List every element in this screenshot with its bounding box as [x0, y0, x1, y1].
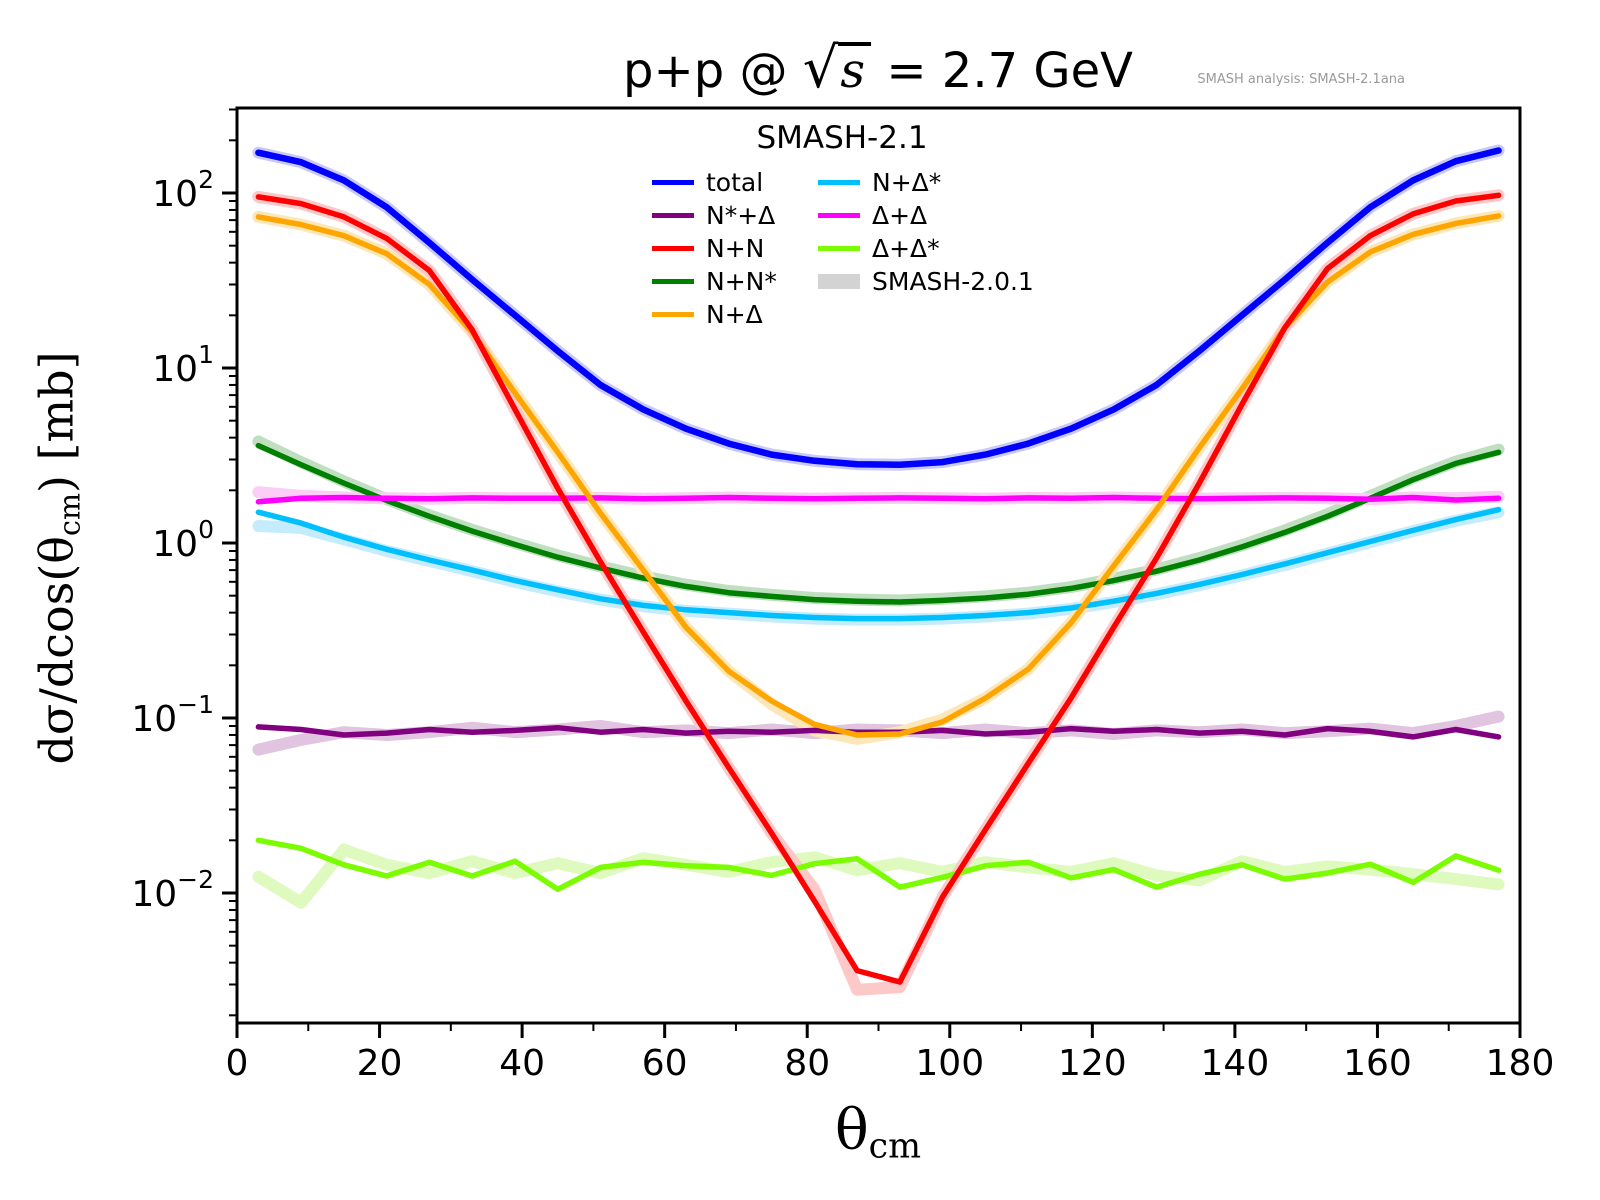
x-tick-label: 80	[784, 1043, 830, 1084]
y-axis-label: dσ/dcos(θcm) [mb]	[29, 351, 87, 765]
legend-item-label: N+Δ*	[872, 168, 942, 197]
legend-item-label: Δ+Δ*	[872, 234, 940, 263]
legend-column-2: N+Δ* Δ+Δ Δ+Δ* SMASH-2.0.1	[818, 166, 1034, 331]
legend-item-n-n-: N+N*	[652, 265, 818, 298]
y-tick-label: 100	[152, 515, 214, 565]
x-tick-label: 60	[642, 1043, 688, 1084]
series-line-N+N	[255, 192, 1502, 985]
x-tick-label: 100	[915, 1043, 984, 1084]
series-line-N+N*	[255, 442, 1502, 605]
sqrt-symbol: √	[802, 36, 839, 101]
legend-line-swatch	[652, 279, 694, 284]
series-line-Δ+Δ	[255, 494, 1502, 505]
legend-line-swatch	[652, 213, 694, 218]
series-line-total	[255, 147, 1502, 468]
legend-item-label: N*+Δ	[706, 201, 776, 230]
legend-line-swatch	[818, 180, 860, 185]
legend-patch-swatch	[818, 274, 860, 289]
title-energy: = 2.7 GeV	[871, 43, 1133, 99]
series-lines-smash-2-1	[255, 147, 1502, 985]
legend-title: SMASH-2.1	[756, 120, 928, 156]
legend-line-swatch	[652, 180, 694, 185]
series-line-N+Δ*	[255, 506, 1502, 622]
legend-item-label: N+N	[706, 234, 765, 263]
x-tick-label: 20	[357, 1043, 403, 1084]
x-axis: 0 20 40 60 80 100 120 140 160 180	[226, 1023, 1555, 1084]
legend-item-label: Δ+Δ	[872, 201, 928, 230]
x-axis-label: θcm	[834, 1098, 922, 1167]
legend-item-label: SMASH-2.0.1	[872, 267, 1034, 296]
legend-line-swatch	[652, 246, 694, 251]
plot-area	[252, 144, 1505, 996]
legend-entries: total N*+Δ N+N N+N* N+Δ N+Δ* Δ+Δ Δ+Δ* SMASH-2.0.…	[652, 166, 1034, 331]
legend-item-n-: N*+Δ	[652, 199, 818, 232]
x-tick-label: 40	[499, 1043, 545, 1084]
x-tick-label: 0	[226, 1043, 249, 1084]
legend: SMASH-2.1 total N*+Δ N+N N+N* N+Δ N+Δ* Δ+Δ Δ+Δ*…	[652, 120, 1034, 331]
legend-item-label: total	[706, 168, 764, 197]
y-tick-label: 102	[152, 165, 214, 215]
y-axis: 102 101 100 10−1 10−2	[131, 108, 237, 1017]
y-tick-label: 10−2	[131, 865, 214, 915]
legend-line-swatch	[818, 246, 860, 251]
legend-line-swatch	[652, 312, 694, 317]
x-tick-label: 180	[1486, 1043, 1555, 1084]
x-tick-label: 160	[1343, 1043, 1412, 1084]
legend-item-label: N+N*	[706, 267, 777, 296]
sqrt-argument: s	[838, 42, 872, 96]
y-tick-label: 10−1	[131, 690, 214, 740]
legend-item-n-: N+Δ*	[818, 166, 1032, 199]
x-tick-label: 120	[1058, 1043, 1127, 1084]
plot-title: p+p @ √s = 2.7 GeV	[623, 36, 1133, 101]
legend-item-n-n: N+N	[652, 232, 818, 265]
legend-item-label: N+Δ	[706, 300, 763, 329]
x-tick-label: 140	[1201, 1043, 1270, 1084]
series-line-Δ+Δ*	[255, 837, 1502, 893]
legend-item-total: total	[652, 166, 818, 199]
legend-item-n-: N+Δ	[652, 298, 818, 331]
y-tick-label: 101	[152, 340, 214, 390]
legend-item-smash-2.0.1: SMASH-2.0.1	[818, 265, 1034, 298]
title-text: p+p @	[623, 43, 803, 99]
legend-column-1: total N*+Δ N+N N+N* N+Δ	[652, 166, 818, 331]
legend-line-swatch	[818, 213, 860, 218]
analysis-watermark: SMASH analysis: SMASH-2.1ana	[1197, 72, 1405, 87]
band-Δ+Δ*	[252, 843, 1505, 909]
legend-item--: Δ+Δ*	[818, 232, 1032, 265]
legend-item--: Δ+Δ	[818, 199, 1032, 232]
